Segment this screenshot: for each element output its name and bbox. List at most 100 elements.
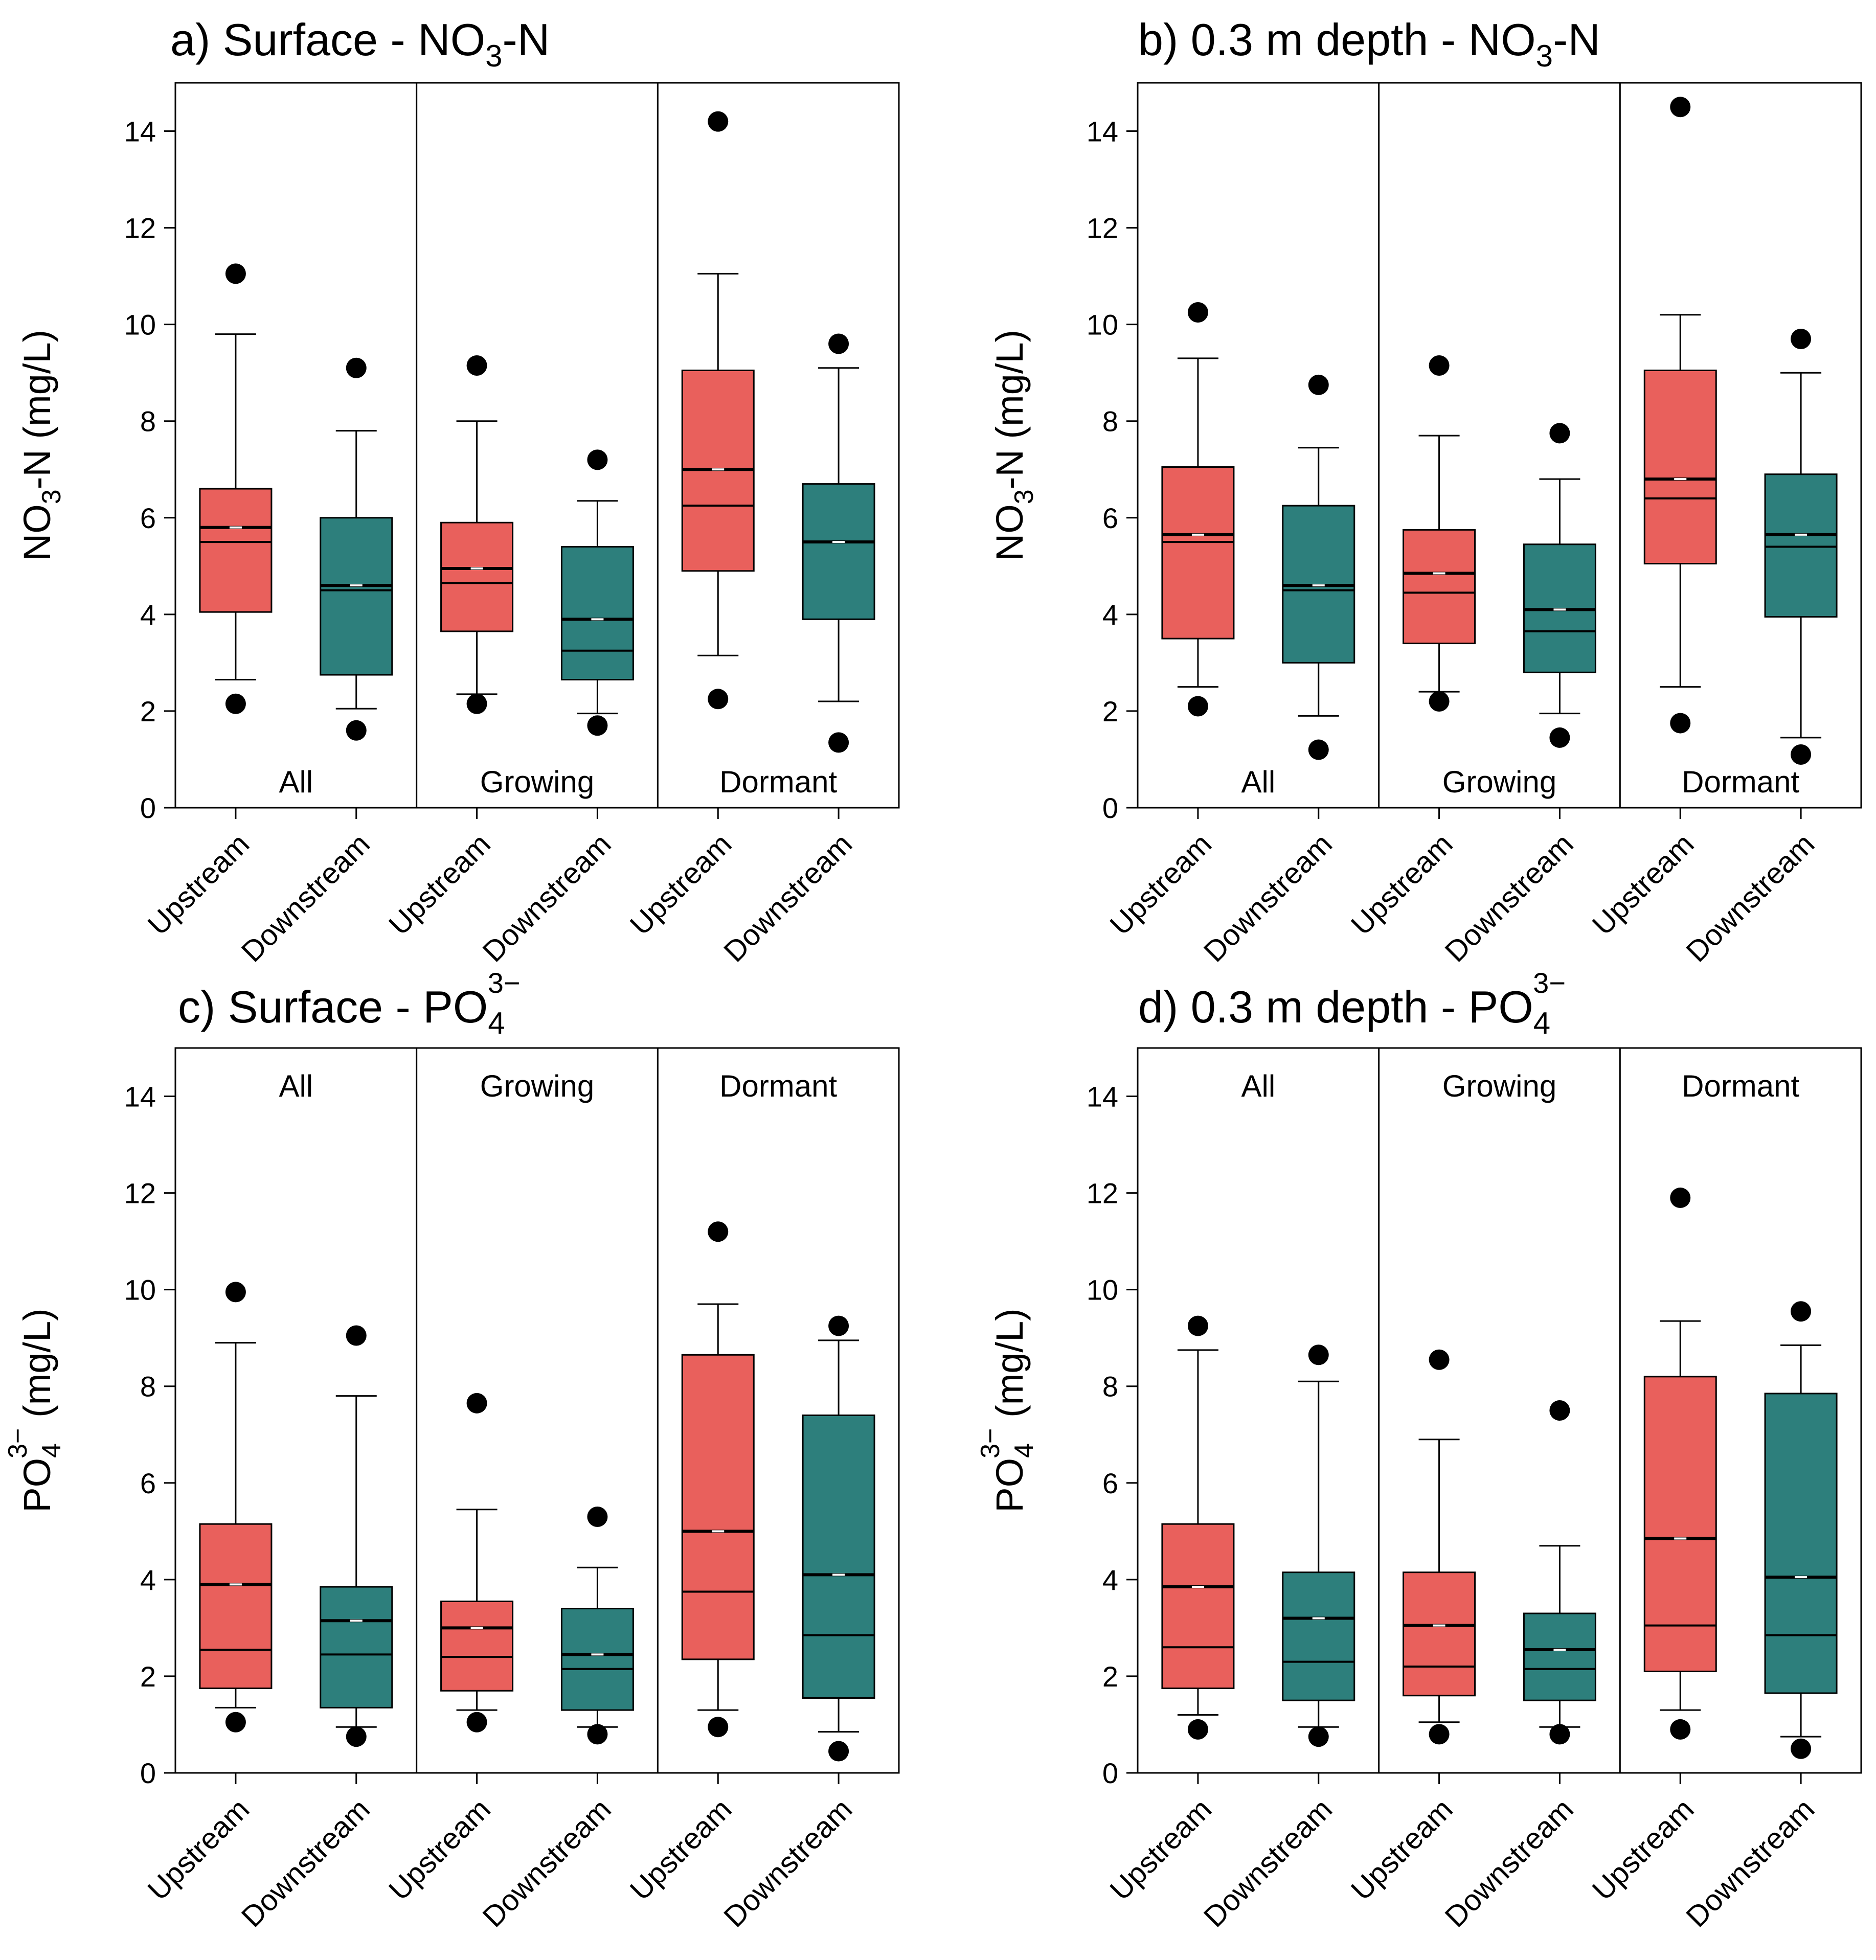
outlier-high-point: [708, 111, 729, 132]
outlier-low-point: [1308, 739, 1329, 760]
panel-c-ytick-label: 0: [140, 1757, 156, 1789]
category-label: Upstream: [141, 827, 256, 942]
category-label: Upstream: [141, 1792, 256, 1907]
box-iqr: [1161, 1523, 1235, 1690]
panel-d-plot-frame: [1137, 1047, 1862, 1774]
box-iqr: [1764, 473, 1838, 618]
outlier-low-point: [828, 732, 849, 753]
outlier-high-point: [828, 333, 849, 354]
panel-a-plot-frame: [174, 82, 900, 809]
outlier-high-point: [225, 1282, 246, 1303]
panel-b-box-2: Downstream: [1197, 374, 1355, 968]
panel-b-plot-frame: [1137, 82, 1862, 809]
panel-c-period-label: Dormant: [719, 1069, 837, 1103]
box-iqr: [1403, 1571, 1476, 1697]
box-iqr: [440, 521, 514, 632]
panel-b-ytick-label: 10: [1087, 309, 1118, 341]
box-iqr: [802, 1414, 875, 1699]
panel-c-period-label: All: [279, 1069, 313, 1103]
category-label: Downstream: [476, 1792, 617, 1933]
panel-c-ytick-label: 10: [124, 1274, 156, 1306]
panel-b-ytick-label: 8: [1102, 405, 1118, 438]
outlier-low-point: [466, 693, 487, 714]
panel-c-box-1: Upstream: [141, 1282, 273, 1907]
outlier-high-point: [587, 449, 608, 470]
panel-b-box-1: Upstream: [1103, 302, 1235, 942]
category-label: Upstream: [1345, 827, 1459, 942]
box-iqr: [199, 488, 273, 613]
panel-c-box-4: Downstream: [476, 1506, 634, 1933]
panel-a-ytick-label: 14: [124, 116, 156, 148]
panel-a-ytick-label: 6: [140, 502, 156, 534]
outlier-high-point: [1308, 1344, 1329, 1365]
panel-a-period-label: Dormant: [719, 765, 837, 799]
box-iqr: [1523, 1612, 1596, 1701]
outlier-high-point: [1549, 1400, 1570, 1421]
category-label: Upstream: [1103, 1792, 1218, 1907]
outlier-high-point: [346, 357, 367, 378]
category-label: Upstream: [382, 1792, 497, 1907]
box-iqr: [1643, 369, 1717, 565]
outlier-low-point: [587, 1724, 608, 1745]
category-label: Upstream: [1345, 1792, 1459, 1907]
category-label: Downstream: [1197, 827, 1339, 968]
panel-c-title: c) Surface - PO43−: [178, 967, 521, 1040]
box-iqr: [560, 1608, 634, 1711]
outlier-high-point: [225, 263, 246, 284]
box-iqr: [681, 1354, 755, 1660]
panel-a-period-label: All: [279, 765, 313, 799]
outlier-low-point: [1791, 1738, 1812, 1759]
panel-d-ytick-label: 10: [1087, 1274, 1118, 1306]
outlier-high-point: [708, 1221, 729, 1242]
outlier-low-point: [1308, 1726, 1329, 1747]
panel-d-ytick-label: 14: [1087, 1081, 1118, 1113]
outlier-high-point: [466, 1393, 487, 1414]
panel-a-box-2: Downstream: [235, 357, 393, 968]
outlier-low-point: [587, 715, 608, 736]
outlier-low-point: [1187, 696, 1208, 717]
outlier-high-point: [1187, 302, 1208, 323]
panel-c-plot-frame: [174, 1047, 900, 1774]
outlier-high-point: [587, 1506, 608, 1527]
outlier-low-point: [1791, 744, 1812, 765]
outlier-high-point: [1670, 1188, 1691, 1209]
panel-d-period-label: Dormant: [1682, 1069, 1799, 1103]
box-iqr: [320, 517, 393, 676]
panel-d-box-3: Upstream: [1345, 1349, 1476, 1907]
outlier-high-point: [466, 355, 487, 376]
panel-d-period-label: Growing: [1442, 1069, 1556, 1103]
box-iqr: [1282, 1571, 1355, 1701]
panel-b-box-5: Upstream: [1586, 97, 1717, 942]
outlier-low-point: [1670, 713, 1691, 734]
category-label: Upstream: [624, 827, 738, 942]
panel-c: c) Surface - PO43− PO43− (mg/L) 0 2 4 6 8 10 12 1…: [3, 967, 900, 1933]
outlier-low-point: [1549, 727, 1570, 748]
box-iqr: [199, 1523, 273, 1690]
panel-b-ytick-label: 2: [1102, 695, 1118, 727]
panel-b-ytick-label: 14: [1087, 116, 1118, 148]
panel-c-box-3: Upstream: [382, 1393, 514, 1907]
outlier-low-point: [1670, 1719, 1691, 1740]
outlier-high-point: [1670, 97, 1691, 118]
panel-a-ytick-label: 12: [124, 212, 156, 244]
box-iqr: [560, 546, 634, 680]
panel-b-box-4: Downstream: [1438, 423, 1596, 968]
outlier-low-point: [225, 693, 246, 714]
outlier-high-point: [828, 1315, 849, 1336]
panel-d-box-1: Upstream: [1103, 1315, 1235, 1907]
panel-b-period-label: Growing: [1442, 765, 1556, 799]
outlier-high-point: [1549, 423, 1570, 444]
panel-c-ytick-label: 14: [124, 1081, 156, 1113]
category-label: Downstream: [1680, 827, 1821, 968]
panel-a-ylabel: NO3-N (mg/L): [16, 330, 66, 561]
panel-a-period-label: Growing: [480, 765, 594, 799]
outlier-high-point: [1187, 1315, 1208, 1336]
panel-d: d) 0.3 m depth - PO43− PO43− (mg/L) 0 2 4 6 8 1…: [976, 967, 1862, 1933]
panel-c-box-5: Upstream: [624, 1221, 755, 1907]
panel-a-title: a) Surface - NO3-N: [170, 14, 550, 73]
panel-a-ytick-label: 0: [140, 792, 156, 824]
panel-a: a) Surface - NO3-N NO3-N (mg/L) 0 2 4 6 8 10 12 1…: [16, 14, 900, 968]
panel-d-ylabel: PO43− (mg/L): [976, 1308, 1039, 1513]
panel-d-box-5: Upstream: [1586, 1188, 1717, 1907]
